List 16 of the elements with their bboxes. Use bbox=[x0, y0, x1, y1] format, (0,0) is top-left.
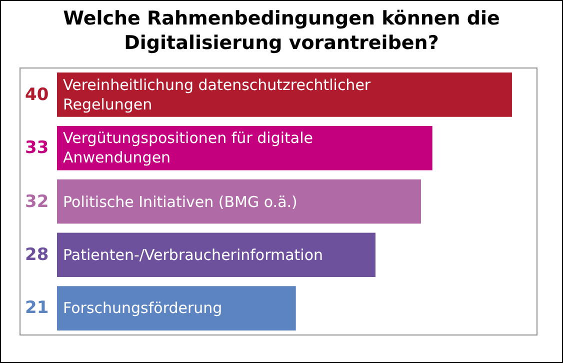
data-label: 28 bbox=[25, 245, 49, 265]
y-tick-label: Vereinheitlichung datenschutzrechtlicher Regelungen bbox=[63, 76, 372, 114]
bar bbox=[57, 232, 376, 278]
bar bbox=[57, 179, 421, 224]
data-label: 21 bbox=[25, 298, 49, 318]
bar bbox=[57, 72, 512, 117]
data-label: 33 bbox=[25, 138, 49, 158]
y-tick-label: Politische Initiativen (BMG o.ä.) bbox=[63, 193, 298, 211]
y-tick-label: Patienten-/Verbraucherinformation bbox=[63, 246, 324, 264]
chart-title: Welche Rahmenbedingungen können die Digitalisierung vorantreiben? bbox=[63, 7, 500, 54]
bar bbox=[57, 286, 296, 330]
data-label: 32 bbox=[25, 192, 49, 212]
y-tick-label: Vergütungspositionen für digitale Anwendungen bbox=[63, 129, 313, 166]
y-tick-label: Forschungsförderung bbox=[63, 299, 222, 317]
bar bbox=[57, 126, 432, 170]
data-label: 40 bbox=[25, 85, 49, 105]
